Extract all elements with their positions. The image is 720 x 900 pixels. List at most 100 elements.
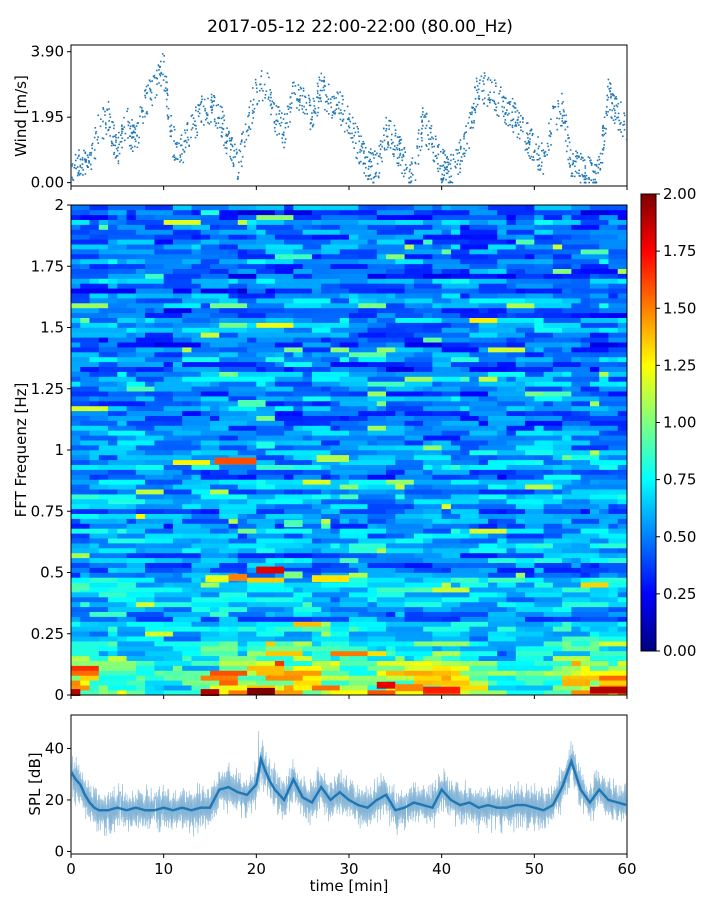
heatmap-cell bbox=[376, 317, 396, 323]
heatmap-cell bbox=[330, 425, 341, 431]
heatmap-cell bbox=[506, 538, 544, 544]
heatmap-cell bbox=[543, 611, 572, 617]
heatmap-cell bbox=[182, 303, 202, 309]
heatmap-cell bbox=[395, 371, 424, 377]
wind-point bbox=[204, 108, 206, 110]
wind-point bbox=[287, 105, 289, 108]
heatmap-cell bbox=[497, 312, 507, 318]
heatmap-cell bbox=[330, 288, 350, 294]
heatmap-cell bbox=[441, 508, 452, 514]
heatmap-cell bbox=[71, 234, 90, 240]
heatmap-cell bbox=[423, 513, 442, 519]
wind-point bbox=[459, 139, 462, 141]
heatmap-cell bbox=[358, 205, 368, 211]
heatmap-cell bbox=[413, 244, 433, 250]
heatmap-cell bbox=[293, 352, 303, 358]
heatmap-cell bbox=[386, 528, 424, 534]
heatmap-cell bbox=[478, 283, 507, 289]
wind-point bbox=[463, 155, 466, 157]
heatmap-cell bbox=[237, 263, 266, 269]
wind-point bbox=[383, 139, 386, 142]
heatmap-cell bbox=[71, 646, 100, 652]
heatmap-cell bbox=[589, 631, 600, 637]
wind-point bbox=[190, 136, 192, 139]
heatmap-cell bbox=[525, 646, 563, 652]
heatmap-cell bbox=[293, 317, 313, 323]
heatmap-cell bbox=[534, 229, 554, 235]
heatmap-cell bbox=[200, 430, 239, 436]
wind-point bbox=[255, 84, 258, 86]
heatmap-cell bbox=[321, 440, 341, 446]
heatmap-cell bbox=[349, 670, 378, 676]
wind-point bbox=[101, 137, 104, 139]
wind-point bbox=[348, 126, 351, 129]
heatmap-cell bbox=[386, 401, 405, 407]
heatmap-cell bbox=[367, 391, 387, 397]
heatmap-cell bbox=[580, 508, 591, 514]
heatmap-cell bbox=[145, 690, 164, 696]
heatmap-cell bbox=[469, 631, 489, 637]
heatmap-cell bbox=[311, 655, 331, 661]
heatmap-cell bbox=[552, 229, 591, 235]
heatmap-cell bbox=[562, 665, 581, 671]
heatmap-cell bbox=[219, 219, 239, 225]
heatmap-cell bbox=[228, 454, 257, 461]
heatmap-cell bbox=[163, 464, 192, 470]
wind-point bbox=[277, 120, 279, 123]
wind-point bbox=[441, 173, 443, 176]
heatmap-cell bbox=[302, 396, 331, 402]
heatmap-cell bbox=[543, 420, 563, 426]
heatmap-cell bbox=[515, 239, 535, 245]
heatmap-cell bbox=[404, 670, 433, 676]
heatmap-cell bbox=[571, 209, 581, 216]
wind-point bbox=[399, 139, 402, 141]
wind-point bbox=[311, 112, 313, 114]
wind-point bbox=[233, 149, 236, 152]
heatmap-cell bbox=[413, 332, 452, 338]
heatmap-cell bbox=[200, 631, 220, 637]
heatmap-cell bbox=[191, 621, 220, 627]
heatmap-cell bbox=[191, 347, 220, 353]
wind-point bbox=[113, 127, 115, 130]
heatmap-cell bbox=[395, 636, 433, 642]
wind-point bbox=[471, 111, 473, 113]
heatmap-cell bbox=[71, 450, 90, 456]
heatmap-cell bbox=[219, 533, 239, 539]
wind-point bbox=[251, 109, 254, 112]
heatmap-cell bbox=[80, 435, 118, 441]
heatmap-cell bbox=[608, 391, 628, 397]
wind-point bbox=[452, 154, 455, 156]
wind-point bbox=[510, 119, 512, 122]
heatmap-cell bbox=[108, 631, 118, 637]
wind-point bbox=[336, 104, 339, 106]
heatmap-cell bbox=[413, 567, 442, 573]
wind-point bbox=[447, 163, 450, 166]
heatmap-cell bbox=[367, 503, 405, 510]
wind-point bbox=[463, 133, 465, 136]
wind-point bbox=[287, 108, 290, 110]
heatmap-cell bbox=[478, 469, 498, 475]
heatmap-cell bbox=[617, 616, 628, 622]
heatmap-cell bbox=[367, 597, 378, 603]
heatmap-cell bbox=[617, 317, 628, 323]
heatmap-cell bbox=[580, 474, 619, 480]
wind-point bbox=[179, 156, 182, 158]
heatmap-cell bbox=[145, 307, 155, 314]
heatmap-cell bbox=[608, 538, 628, 544]
wind-point bbox=[458, 152, 461, 154]
heatmap-cell bbox=[71, 273, 109, 279]
wind-point bbox=[486, 78, 489, 81]
heatmap-cell bbox=[191, 224, 211, 230]
wind-point bbox=[526, 122, 528, 125]
heatmap-cell bbox=[311, 557, 341, 563]
wind-point bbox=[322, 86, 325, 89]
heatmap-cell bbox=[478, 597, 507, 603]
wind-point bbox=[275, 105, 278, 107]
heatmap-cell bbox=[321, 303, 359, 309]
wind-point bbox=[550, 144, 552, 146]
heatmap-cell bbox=[256, 337, 294, 343]
heatmap-cell bbox=[395, 234, 424, 240]
wind-point bbox=[607, 85, 609, 88]
wind-point bbox=[540, 142, 543, 144]
heatmap-cell bbox=[191, 655, 220, 661]
